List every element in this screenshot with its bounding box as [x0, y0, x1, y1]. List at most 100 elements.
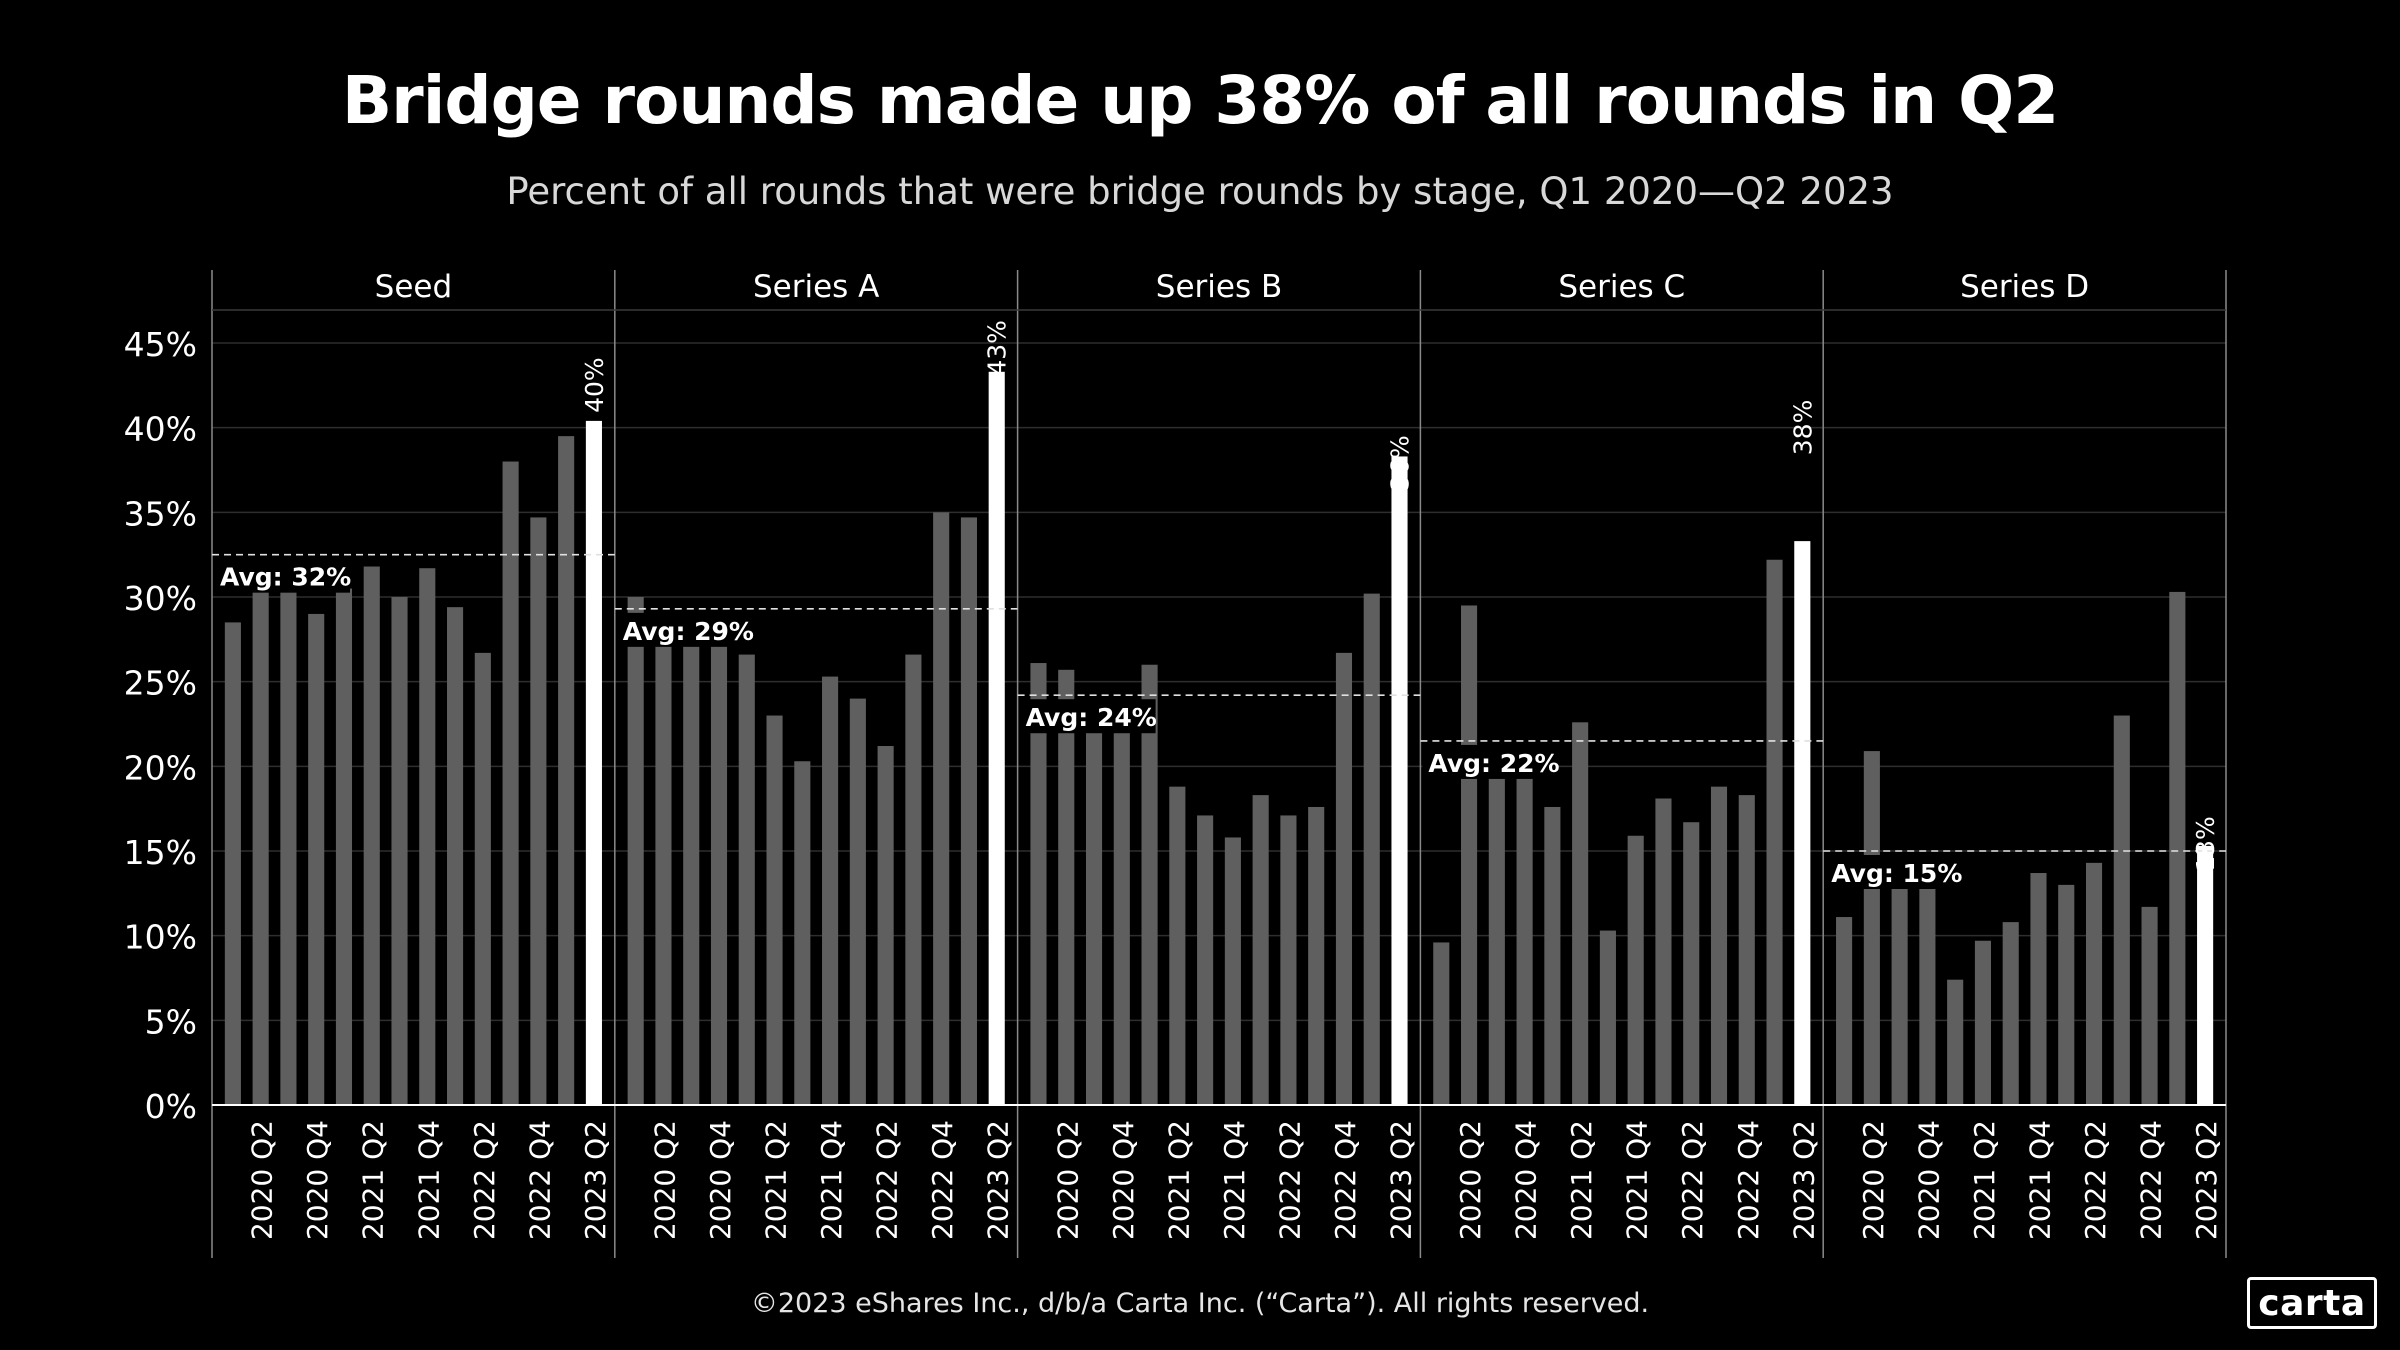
x-tick-label: 2020 Q2: [246, 1120, 279, 1240]
chart-title: Bridge rounds made up 38% of all rounds …: [341, 62, 2059, 139]
y-tick-label: 0%: [145, 1087, 197, 1126]
bar: [335, 588, 353, 1105]
average-label: Avg: 29%: [623, 617, 754, 646]
bar: [363, 566, 380, 1105]
y-tick-label: 30%: [124, 579, 197, 618]
average-label: Avg: 32%: [220, 563, 351, 592]
x-tick-label: 2021 Q2: [357, 1120, 390, 1240]
bar: [1169, 786, 1186, 1105]
bar: [1766, 559, 1783, 1105]
bar: [2002, 922, 2019, 1105]
panel-title: Seed: [375, 269, 453, 305]
bar: [1738, 795, 1755, 1105]
bar: [849, 698, 866, 1105]
y-tick-label: 45%: [124, 325, 197, 364]
highlight-bar: [988, 371, 1005, 1106]
bar: [1141, 664, 1158, 1105]
bar: [1363, 593, 1380, 1105]
y-tick-label: 35%: [124, 494, 197, 533]
x-tick-label: 2021 Q2: [1565, 1120, 1598, 1240]
bar: [2141, 906, 2158, 1105]
bar: [1030, 663, 1047, 1105]
bar: [933, 512, 950, 1105]
x-tick-label: 2020 Q4: [1510, 1120, 1543, 1240]
x-tick-label: 2022 Q2: [468, 1120, 501, 1240]
x-tick-label: 2021 Q4: [815, 1120, 848, 1240]
bar-value-label: 36%: [1386, 435, 1415, 491]
copyright-footer: ©2023 eShares Inc., d/b/a Carta Inc. (“C…: [750, 1288, 1650, 1319]
bar: [905, 654, 922, 1105]
bar: [627, 597, 644, 1105]
bar: [738, 654, 755, 1105]
bar: [683, 646, 700, 1105]
x-tick-label: 2020 Q2: [648, 1120, 681, 1240]
x-tick-label: 2022 Q2: [2079, 1120, 2112, 1240]
bar: [1891, 886, 1908, 1105]
x-tick-label: 2021 Q4: [1621, 1120, 1654, 1240]
chart-subtitle: Percent of all rounds that were bridge r…: [506, 170, 1894, 213]
bar: [1919, 886, 1936, 1105]
x-tick-label: 2022 Q4: [926, 1120, 959, 1240]
x-tick-label: 2022 Q4: [2135, 1120, 2168, 1240]
bar: [1516, 774, 1533, 1105]
bar: [224, 622, 241, 1105]
bar: [1627, 835, 1644, 1105]
x-tick-label: 2021 Q2: [1162, 1120, 1195, 1240]
x-tick-label: 2022 Q4: [523, 1120, 556, 1240]
bar: [766, 715, 783, 1105]
bar: [877, 746, 894, 1105]
bar: [655, 646, 672, 1105]
bar: [2030, 873, 2047, 1105]
bar: [1058, 669, 1075, 1105]
panel-title: Series D: [1960, 269, 2089, 305]
bar: [1224, 837, 1241, 1105]
average-label-bg: [1825, 855, 1962, 889]
highlight-bar: [2197, 845, 2214, 1105]
x-tick-label: 2020 Q2: [1857, 1120, 1890, 1240]
panel-title: Series A: [753, 269, 879, 305]
bar: [1655, 798, 1672, 1105]
bar: [1308, 806, 1325, 1105]
bar: [1085, 732, 1103, 1105]
x-tick-label: 2021 Q2: [760, 1120, 793, 1240]
average-label: Avg: 22%: [1428, 749, 1559, 778]
bar: [1863, 751, 1880, 1105]
bar: [1947, 979, 1964, 1105]
x-tick-label: 2022 Q4: [1732, 1120, 1765, 1240]
bar: [280, 588, 297, 1105]
y-tick-label: 5%: [145, 1002, 197, 1041]
bar: [2113, 715, 2130, 1105]
bar: [1113, 732, 1130, 1105]
bar: [1544, 806, 1561, 1105]
x-tick-label: 2020 Q4: [1107, 1120, 1140, 1240]
bar: [1710, 786, 1728, 1105]
highlight-bar: [1794, 541, 1811, 1105]
x-tick-label: 2021 Q4: [412, 1120, 445, 1240]
highlight-bar: [585, 420, 602, 1106]
bar-value-label: 43%: [983, 320, 1012, 376]
bar: [1572, 722, 1589, 1105]
bar: [1252, 795, 1269, 1105]
y-tick-label: 40%: [124, 410, 197, 449]
x-tick-label: 2023 Q2: [1787, 1120, 1820, 1240]
bar: [530, 517, 547, 1105]
panel-title: Series B: [1156, 269, 1282, 305]
x-tick-label: 2023 Q2: [1385, 1120, 1418, 1240]
average-label-bg: [616, 612, 753, 647]
x-tick-label: 2023 Q2: [982, 1120, 1015, 1240]
bar: [1433, 942, 1450, 1105]
x-tick-label: 2021 Q2: [1968, 1120, 2001, 1240]
y-tick-label: 25%: [124, 664, 197, 703]
bar: [447, 607, 464, 1105]
x-tick-label: 2020 Q4: [704, 1120, 737, 1240]
bar-value-label: 40%: [580, 357, 609, 413]
bar: [1836, 917, 1853, 1105]
bar: [710, 646, 728, 1105]
bar: [391, 597, 408, 1105]
x-tick-label: 2022 Q2: [871, 1120, 904, 1240]
y-tick-label: 15%: [124, 833, 197, 872]
bar: [1461, 605, 1478, 1105]
bar: [1599, 930, 1616, 1105]
average-label-bg: [1019, 699, 1156, 734]
